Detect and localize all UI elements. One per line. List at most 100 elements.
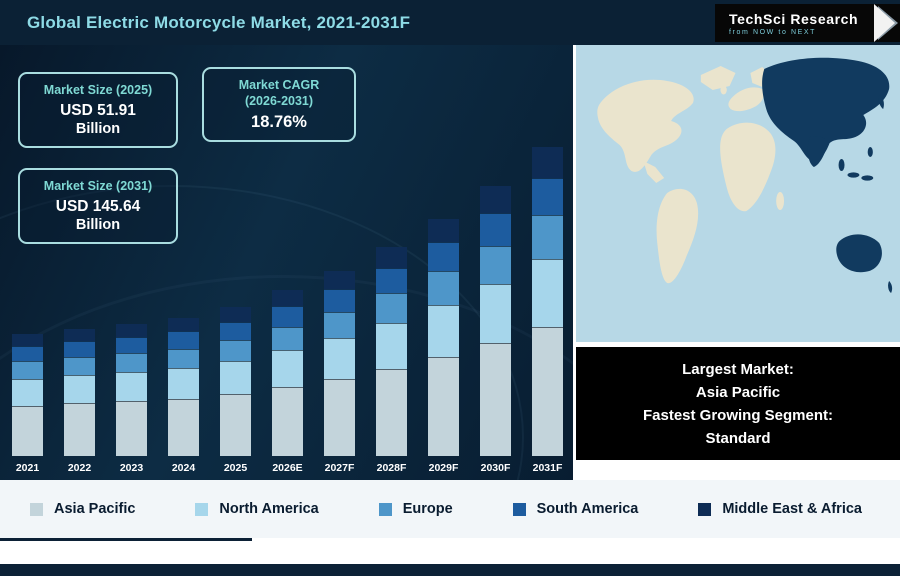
bar-stack: [168, 318, 199, 457]
bar-stack: [272, 290, 303, 457]
bar-segment-europe: [532, 215, 563, 259]
bar-segment-south-america: [220, 321, 251, 340]
bar-segment-middle-east-africa: [376, 247, 407, 268]
bar-segment-europe: [220, 339, 251, 362]
legend-item-north-america: North America: [195, 501, 319, 517]
map-africa: [720, 122, 776, 212]
bar-column: 2024: [168, 318, 199, 476]
legend-label: Middle East & Africa: [722, 501, 862, 517]
bar-segment-south-america: [480, 212, 511, 246]
bar-segment-asia-pacific: [168, 398, 199, 457]
bar-stack: [532, 147, 563, 457]
bar-segment-south-america: [376, 267, 407, 294]
bar-column: 2022: [64, 329, 95, 476]
map-south-america: [656, 188, 699, 284]
stat-unit: Billion: [75, 217, 121, 233]
bar-segment-south-america: [168, 331, 199, 349]
bar-segment-north-america: [324, 338, 355, 379]
stat-label: Market Size (2031): [43, 179, 153, 193]
legend-label: South America: [536, 501, 639, 517]
bar-stack: [116, 324, 147, 457]
largest-market-label: Largest Market:: [682, 360, 794, 378]
bar-column: 2023: [116, 324, 147, 476]
bar-segment-europe: [116, 353, 147, 372]
bottom-bar: [0, 564, 900, 576]
bar-segment-middle-east-africa: [532, 147, 563, 178]
fastest-segment-value: Standard: [705, 429, 771, 447]
x-axis-label: 2031F: [532, 462, 563, 474]
map-asia: [762, 57, 890, 162]
fastest-segment-label: Fastest Growing Segment:: [642, 406, 834, 424]
page-title: Global Electric Motorcycle Market, 2021-…: [27, 13, 411, 32]
header: Global Electric Motorcycle Market, 2021-…: [0, 0, 900, 45]
legend-label: North America: [219, 501, 319, 517]
bar-column: 2026E: [272, 290, 303, 476]
bar-segment-south-america: [116, 336, 147, 354]
world-map: [576, 45, 900, 342]
logo-text: TechSci Research from NOW to NEXT: [715, 11, 858, 36]
bar-segment-asia-pacific: [324, 378, 355, 456]
footer-accent-line: [0, 538, 252, 541]
map-japan: [878, 95, 884, 109]
legend-item-europe: Europe: [378, 501, 453, 517]
logo-brand: TechSci Research: [729, 10, 859, 27]
bar-segment-middle-east-africa: [12, 334, 43, 346]
right-column: Largest Market: Asia Pacific Fastest Gro…: [573, 45, 900, 480]
x-axis-label: 2025: [223, 462, 248, 474]
map-india: [807, 136, 828, 167]
map-uk: [720, 85, 727, 95]
bar-segment-asia-pacific: [220, 394, 251, 456]
legend-item-asia-pacific: Asia Pacific: [30, 501, 135, 517]
bar-segment-asia-pacific: [428, 357, 459, 456]
map-north-america: [597, 79, 694, 172]
bar-segment-south-america: [12, 345, 43, 362]
bar-segment-south-america: [324, 289, 355, 312]
bar-segment-south-america: [272, 306, 303, 327]
legend-swatch-europe: [378, 502, 392, 516]
bar-segment-north-america: [272, 350, 303, 387]
bar-column: 2030F: [480, 186, 511, 476]
stat-label: Market Size (2025): [43, 83, 153, 97]
legend-swatch-north-america: [195, 502, 209, 516]
legend: Asia Pacific North America Europe South …: [0, 480, 900, 538]
bar-segment-north-america: [480, 283, 511, 344]
legend-label: Europe: [402, 501, 453, 517]
world-map-svg: [576, 45, 900, 342]
bar-segment-asia-pacific: [480, 343, 511, 456]
bar-segment-south-america: [532, 177, 563, 216]
bar-column: 2029F: [428, 219, 459, 476]
bar-segment-north-america: [428, 304, 459, 358]
map-australia: [836, 234, 882, 273]
legend-label: Asia Pacific: [54, 501, 136, 517]
largest-market-box: Largest Market: Asia Pacific Fastest Gro…: [576, 347, 900, 460]
bar-segment-north-america: [168, 368, 199, 399]
bar-stack: [12, 334, 43, 456]
bar-segment-europe: [480, 245, 511, 284]
legend-swatch-middle-east-africa: [698, 502, 712, 516]
map-europe: [728, 87, 764, 112]
bar-segment-europe: [272, 326, 303, 351]
x-axis-label: 2024: [171, 462, 196, 474]
x-axis-label: 2030F: [480, 462, 511, 474]
stat-value: 18.76%: [251, 113, 307, 131]
legend-swatch-asia-pacific: [30, 502, 43, 516]
bar-segment-middle-east-africa: [428, 219, 459, 243]
bar-column: 2027F: [324, 271, 355, 476]
stat-unit: Billion: [75, 121, 121, 137]
x-axis-label: 2023: [119, 462, 144, 474]
bar-segment-north-america: [12, 378, 43, 406]
footer: Contact: +13322586602 Email: sales@techs…: [0, 538, 900, 564]
map-new-zealand: [888, 281, 893, 293]
bar-stack: [428, 219, 459, 456]
map-indonesia: [847, 172, 860, 178]
bar-segment-middle-east-africa: [168, 318, 199, 332]
map-indonesia: [861, 175, 874, 181]
x-axis-label: 2027F: [324, 462, 355, 474]
bar-chart: 2021 2022 2023 2024 2025 2026E 2027F 2028F 2029F…: [12, 147, 563, 476]
bar-segment-asia-pacific: [12, 405, 43, 456]
bar-segment-asia-pacific: [116, 401, 147, 457]
legend-swatch-south-america: [512, 502, 526, 516]
legend-item-middle-east-africa: Middle East & Africa: [698, 501, 862, 517]
bar-segment-middle-east-africa: [324, 271, 355, 290]
bar-segment-europe: [64, 356, 95, 376]
